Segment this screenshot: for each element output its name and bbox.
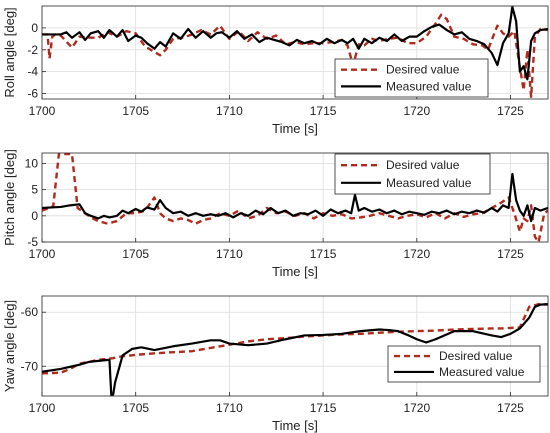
x-tick-label: 1705	[122, 401, 149, 415]
x-tick-label: 1725	[497, 401, 524, 415]
legend-label-desired: Desired value	[439, 349, 513, 363]
x-tick-label: 1720	[403, 247, 430, 261]
y-tick-label: -60	[21, 305, 39, 319]
y-tick-label: -2	[27, 43, 38, 57]
y-tick-label: 5	[31, 183, 38, 197]
x-tick-label: 1710	[216, 247, 243, 261]
x-tick-label: 1720	[403, 104, 430, 118]
legend: Desired value Measured value	[334, 153, 491, 195]
y-tick-label: 0	[31, 21, 38, 35]
legend-box	[387, 345, 541, 383]
x-tick-label: 1710	[216, 401, 243, 415]
legend-label-desired: Desired value	[386, 63, 460, 77]
y-tick-label: -4	[27, 65, 38, 79]
series-line-measured	[42, 6, 548, 81]
x-tick-label: 1705	[122, 247, 149, 261]
x-axis-label: Time [s]	[272, 121, 318, 136]
x-tick-label: 1705	[122, 104, 149, 118]
x-tick-label: 1715	[310, 247, 337, 261]
y-tick-label: 0	[31, 209, 38, 223]
chart-panel-2: 1700 1705 1710 1715 1720 1725 10 5 0 -5 Time [s] Pi…	[2, 149, 549, 279]
legend-label-desired: Desired value	[386, 158, 460, 172]
x-tick-label: 1700	[29, 247, 56, 261]
x-tick-label: 1725	[497, 104, 524, 118]
y-tick-label: 10	[25, 156, 39, 170]
x-tick-label: 1710	[216, 104, 243, 118]
y-tick-label: -5	[27, 235, 38, 249]
legend-label-measured: Measured value	[439, 365, 525, 379]
legend: Desired value Measured value	[387, 345, 541, 383]
legend-label-measured: Measured value	[386, 176, 472, 190]
axes-box	[41, 152, 549, 243]
legend: Desired value Measured value	[334, 58, 489, 98]
x-tick-label: 1725	[497, 247, 524, 261]
x-tick-label: 1715	[310, 104, 337, 118]
series-line-measured	[42, 172, 548, 223]
chart-panel-1: 1700 1705 1710 1715 1720 1725 0 -2 -4 -6 Time [s] R…	[2, 5, 549, 136]
chart-panel-3: 1700 1705 1710 1715 1720 1725 -60 -70 Time [s] Ya…	[2, 295, 549, 433]
legend-label-measured: Measured value	[386, 79, 472, 93]
series-line-desired	[42, 153, 548, 242]
x-tick-label: 1700	[29, 104, 56, 118]
y-axis-label: Yaw angle [deg]	[2, 300, 17, 392]
x-axis-label: Time [s]	[272, 418, 318, 433]
legend-box	[334, 153, 491, 195]
x-axis-label: Time [s]	[272, 264, 318, 279]
y-tick-label: -6	[27, 87, 38, 101]
y-tick-label: -70	[21, 359, 39, 373]
y-axis-label: Roll angle [deg]	[2, 7, 17, 97]
y-axis-label: Pitch angle [deg]	[2, 149, 17, 246]
axes-box	[41, 295, 549, 397]
axes-box	[41, 5, 549, 100]
series-line-measured	[42, 303, 548, 396]
legend-box	[334, 58, 489, 98]
x-tick-label: 1715	[310, 401, 337, 415]
x-tick-label: 1700	[29, 401, 56, 415]
x-tick-label: 1720	[403, 401, 430, 415]
